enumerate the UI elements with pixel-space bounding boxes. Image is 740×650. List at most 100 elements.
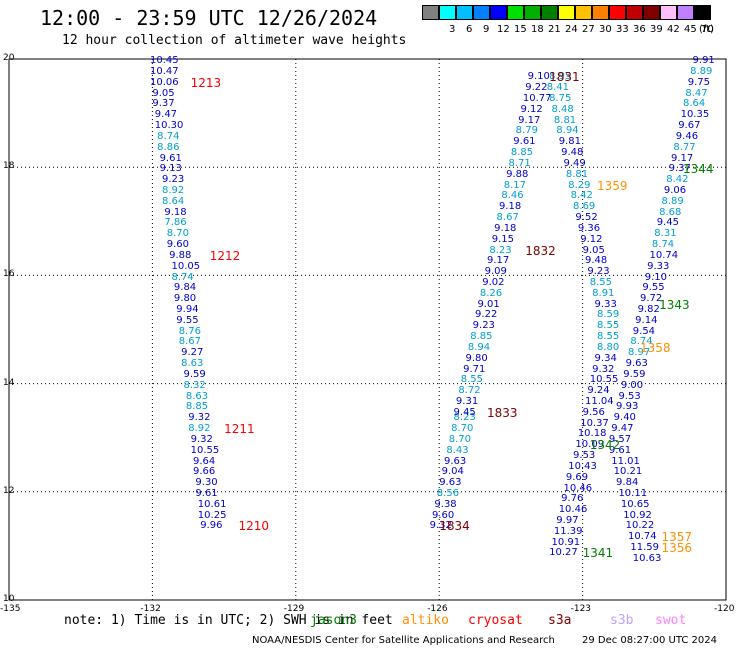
lat-tick-label: 20: [3, 53, 15, 63]
wave-height-value: 9.67: [678, 120, 701, 132]
wave-height-value: 8.70: [166, 228, 189, 240]
wave-height-value: 8.42: [666, 174, 689, 186]
wave-height-value: 8.48: [551, 103, 574, 115]
legend-swatch: [626, 5, 643, 20]
wave-height-value: 9.38: [434, 498, 457, 510]
wave-height-value: 8.55: [596, 331, 620, 343]
wave-height-value: 9.45: [453, 406, 476, 418]
wave-height-value: 10.47: [150, 65, 179, 77]
wave-height-value: 9.23: [161, 174, 185, 186]
wave-height-value: 9.75: [687, 76, 711, 88]
wave-height-value: 10.11: [618, 487, 648, 499]
legend-label: 12: [497, 24, 510, 35]
wave-height-value: 9.61: [195, 487, 218, 499]
legend-swatch: [490, 5, 507, 20]
pass-time-label: 1359: [596, 178, 628, 193]
legend-label: 3: [449, 24, 456, 35]
wave-height-value: 8.63: [185, 390, 209, 402]
wave-height-value: 9.52: [575, 212, 598, 224]
wave-height-value: 8.89: [690, 65, 713, 77]
wave-height-value: 10.55: [190, 444, 220, 456]
wave-height-value: 9.54: [632, 325, 656, 337]
wave-height-value: 8.41: [546, 82, 570, 94]
wave-height-value: 8.86: [157, 141, 180, 153]
wave-height-value: 9.48: [584, 255, 608, 267]
lat-tick-label: 16: [3, 269, 15, 280]
wave-height-value: 10.06: [150, 76, 179, 88]
satellite-label-s3b: s3b: [610, 613, 634, 628]
wave-height-value: 9.61: [513, 136, 536, 148]
wave-height-value: 10.30: [154, 120, 184, 132]
wave-height-value: 8.23: [453, 412, 476, 424]
wave-height-value: 9.91: [692, 55, 715, 67]
wave-height-value: 9.12: [580, 233, 603, 245]
wave-height-value: 10.63: [632, 552, 662, 564]
legend-swatch: [524, 5, 541, 20]
lon-tick-label: -120: [714, 604, 735, 614]
legend-label: 24: [565, 24, 578, 35]
wave-height-value: 9.32: [188, 412, 211, 424]
wave-height-value: 10.74: [628, 531, 657, 543]
wave-height-value: 9.17: [487, 255, 510, 267]
wave-height-value: 8.55: [589, 276, 613, 288]
legend-label: 21: [548, 24, 561, 35]
wave-height-value: 9.93: [616, 401, 639, 413]
wave-height-value: 9.04: [441, 466, 464, 478]
wave-height-value: 9.01: [477, 298, 500, 310]
pass-time-label: 1358: [639, 340, 671, 355]
wave-height-value: 9.37: [152, 98, 175, 110]
wave-height-value: 9.36: [577, 222, 601, 234]
wave-height-value: 8.79: [515, 125, 538, 137]
wave-height-value: 8.85: [185, 401, 209, 413]
wave-height-value: 11.01: [611, 455, 640, 467]
legend-swatch: [456, 5, 473, 20]
wave-height-value: 9.23: [472, 320, 495, 332]
legend-swatch: [694, 5, 711, 20]
wave-height-value: 9.27: [181, 347, 204, 359]
wave-height-value: 9.72: [639, 293, 663, 305]
satellite-label-s3a: s3a: [548, 613, 572, 628]
pass-time-label: 1211: [224, 422, 255, 437]
wave-height-value: 9.80: [173, 293, 197, 305]
wave-height-value: 9.80: [465, 352, 488, 364]
wave-height-value: 8.92: [188, 423, 211, 435]
wave-height-value: 9.53: [618, 390, 641, 402]
wave-height-value: 9.96: [200, 520, 223, 532]
wave-height-value: 9.22: [525, 82, 548, 94]
wave-height-value: 8.70: [451, 423, 474, 435]
wave-height-value: 8.74: [157, 130, 180, 142]
wave-height-value: 9.34: [594, 352, 617, 364]
wave-height-value: 9.18: [494, 222, 517, 234]
legend-swatch: [558, 5, 575, 20]
wave-height-value: 9.37: [668, 163, 691, 175]
wave-height-value: 9.33: [647, 260, 670, 272]
pass-time-label: 1341: [582, 546, 614, 561]
wave-height-value: 9.55: [176, 314, 199, 326]
wave-height-value: 8.72: [458, 385, 481, 397]
wave-height-value: 9.17: [671, 152, 694, 164]
wave-height-value: 7.86: [164, 217, 187, 229]
wave-height-value: 10.37: [580, 417, 609, 429]
wave-height-value: 8.43: [446, 444, 469, 456]
wave-height-value: 9.60: [166, 239, 189, 251]
wave-height-value: 8.23: [489, 244, 512, 256]
wave-height-value: 9.47: [154, 109, 178, 121]
wave-height-value: 8.75: [549, 93, 572, 105]
pass-time-label: 1832: [525, 243, 556, 258]
wave-height-value: 9.56: [582, 406, 605, 418]
wave-height-value: 9.32: [429, 520, 452, 532]
wave-height-value: 8.74: [651, 239, 675, 251]
wave-height-value: 8.67: [178, 336, 201, 348]
wave-height-value: 9.63: [625, 358, 648, 370]
wave-height-value: 9.18: [498, 201, 522, 213]
wave-height-value: 9.71: [463, 363, 486, 375]
wave-height-value: 9.22: [475, 309, 498, 321]
wave-height-value: 8.42: [570, 190, 593, 202]
wave-height-value: 8.74: [171, 271, 194, 283]
wave-height-value: 9.10: [644, 271, 667, 283]
wave-height-value: 8.56: [436, 487, 460, 499]
wave-height-value: 10.21: [613, 466, 643, 478]
legend-unit: (ft): [699, 24, 715, 35]
wave-height-value: 9.94: [176, 304, 199, 316]
wave-height-value: 9.82: [637, 304, 660, 316]
